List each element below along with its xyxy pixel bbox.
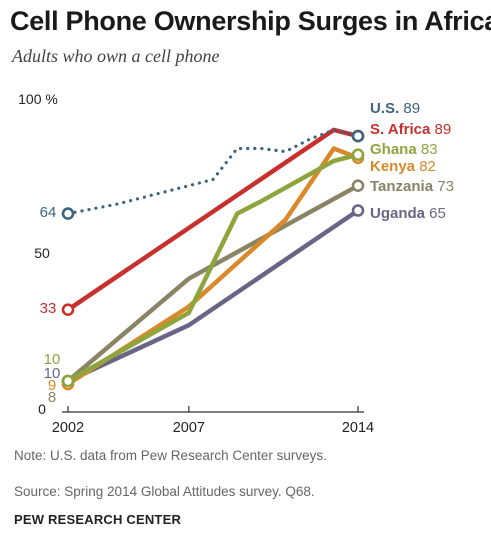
series-start-label: 64	[40, 204, 57, 221]
series-start-label: 8	[48, 389, 56, 406]
data-point-marker	[61, 303, 75, 317]
data-point-marker	[351, 179, 365, 192]
series-name: Ghana	[370, 141, 417, 158]
series-end-value: 89	[430, 121, 451, 138]
series-name: Kenya	[370, 158, 416, 175]
series-end-label: U.S. 89	[370, 100, 420, 117]
series-name: U.S.	[370, 100, 399, 117]
y-tick-label: 0	[38, 401, 46, 417]
series-name: Uganda	[370, 205, 426, 222]
series-end-label: Tanzania 73	[370, 178, 454, 195]
series-start-label: 33	[40, 300, 57, 317]
data-point-marker	[61, 207, 75, 220]
data-point-marker	[351, 204, 365, 217]
series-end-label: Uganda 65	[370, 205, 446, 222]
series-end-label: S. Africa 89	[370, 121, 451, 138]
y-tick-label: 50	[34, 245, 50, 261]
series-start-label: 10	[44, 365, 61, 382]
x-tick-label: 2007	[173, 420, 205, 436]
series-end-value: 89	[399, 100, 420, 117]
series-line	[65, 183, 361, 384]
series-name: Tanzania	[370, 178, 434, 195]
series-end-value: 82	[415, 158, 436, 175]
data-point-marker	[351, 148, 365, 161]
series-line	[65, 146, 361, 387]
series-start-label: 10	[44, 351, 61, 368]
data-point-marker	[61, 374, 75, 388]
series-start-label: 9	[48, 377, 56, 394]
series-name: S. Africa	[370, 121, 431, 138]
brand-logo-text: PEW RESEARCH CENTER	[14, 512, 182, 527]
chart-subtitle: Adults who own a cell phone	[12, 46, 220, 66]
data-point-marker	[351, 129, 365, 143]
x-tick-label: 2002	[52, 420, 84, 436]
series-end-value: 65	[425, 205, 446, 222]
chart-title: Cell Phone Ownership Surges in Africa	[10, 6, 491, 36]
source-line: Source: Spring 2014 Global Attitudes sur…	[14, 484, 315, 499]
series-end-label: Kenya 82	[370, 158, 436, 175]
series-line	[66, 128, 360, 216]
x-tick-label: 2014	[342, 420, 374, 436]
series-line	[65, 208, 361, 384]
series-end-label: Ghana 83	[370, 141, 438, 158]
footnote: Note: U.S. data from Pew Research Center…	[14, 448, 327, 463]
series-end-value: 73	[433, 178, 454, 195]
y-tick-label: 100 %	[18, 91, 58, 107]
series-line	[65, 152, 361, 384]
series-end-value: 83	[417, 141, 438, 158]
